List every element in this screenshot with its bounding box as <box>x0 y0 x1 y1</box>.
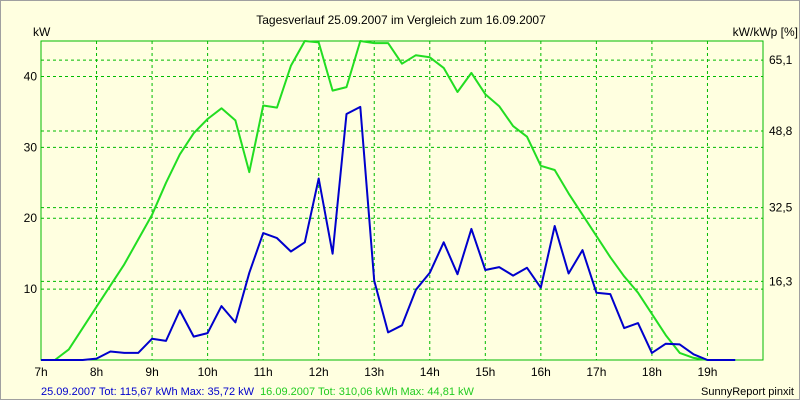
x-tick-label: 15h <box>475 365 495 379</box>
y-left-tick-label: 10 <box>24 282 38 296</box>
x-tick-label: 18h <box>642 365 662 379</box>
y-left-tick-label: 30 <box>24 140 38 154</box>
left-axis-unit: kW <box>33 25 51 39</box>
legend-series-2: 16.09.2007 Tot: 310,06 kWh Max: 44,81 kW <box>260 386 474 398</box>
y-right-tick-label: 16,3 <box>769 274 793 288</box>
right-axis-unit: kW/kWp [%] <box>733 25 798 39</box>
y-right-tick-label: 65,1 <box>769 53 793 67</box>
x-tick-label: 10h <box>198 365 218 379</box>
footer-credit: SunnyReport pinxit <box>701 386 794 398</box>
x-tick-label: 17h <box>586 365 606 379</box>
x-tick-label: 7h <box>34 365 47 379</box>
series-line-1 <box>41 105 736 361</box>
plot-frame <box>40 40 764 361</box>
y-left-tick-label: 20 <box>24 211 38 225</box>
footer-legend: 25.09.2007 Tot: 115,67 kWh Max: 35,72 kW… <box>41 386 474 398</box>
legend-series-1: 25.09.2007 Tot: 115,67 kWh Max: 35,72 kW <box>41 386 255 398</box>
x-tick-label: 11h <box>254 365 273 379</box>
x-tick-label: 16h <box>531 365 551 379</box>
x-tick-label: 19h <box>697 365 717 379</box>
x-tick-label: 12h <box>309 365 329 379</box>
y-left-tick-label: 40 <box>24 69 38 83</box>
chart-title: Tagesverlauf 25.09.2007 im Vergleich zum… <box>256 13 546 27</box>
x-tick-label: 13h <box>364 365 384 379</box>
x-tick-label: 8h <box>90 365 103 379</box>
y-right-tick-label: 32,5 <box>769 201 793 215</box>
series-line-2 <box>41 40 736 361</box>
y-right-tick-label: 48,8 <box>769 124 793 138</box>
x-tick-label: 14h <box>420 365 440 379</box>
x-tick-label: 9h <box>145 365 158 379</box>
